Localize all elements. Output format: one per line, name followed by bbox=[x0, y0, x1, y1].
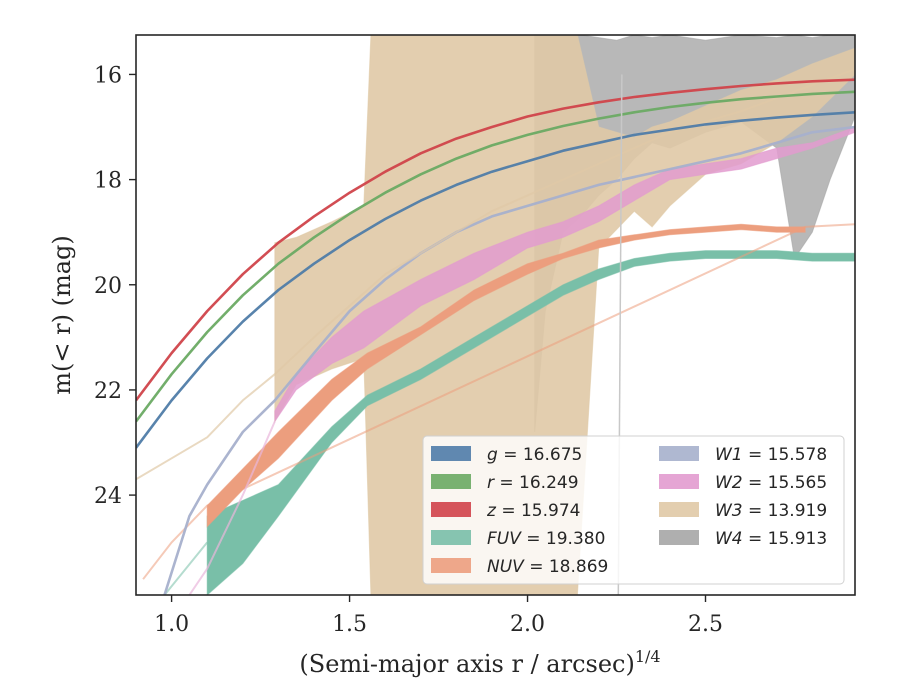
x-tick-label: 2.0 bbox=[510, 612, 545, 637]
y-tick-label: 20 bbox=[94, 274, 122, 299]
legend-label: W2 = 15.565 bbox=[715, 473, 827, 493]
x-axis: 1.0 1.5 2.0 2.5 bbox=[154, 595, 723, 637]
legend-label: FUV = 19.380 bbox=[487, 529, 605, 549]
legend-swatch bbox=[431, 502, 471, 517]
legend-swatch bbox=[659, 446, 699, 461]
band-w2 bbox=[274, 126, 855, 424]
legend-swatch bbox=[659, 502, 699, 517]
line-z bbox=[136, 78, 855, 402]
legend-label: g = 16.675 bbox=[487, 445, 582, 465]
y-tick-label: 22 bbox=[94, 379, 122, 404]
legend-swatch bbox=[431, 530, 471, 545]
y-tick-label: 18 bbox=[94, 169, 122, 194]
legend-swatch bbox=[659, 530, 699, 545]
y-axis: 16 18 20 22 24 bbox=[94, 63, 136, 509]
x-tick-label: 1.0 bbox=[154, 612, 189, 637]
x-axis-label-exponent: 1/4 bbox=[635, 647, 661, 666]
band-nuv bbox=[206, 223, 806, 528]
faint-line-nuv bbox=[142, 223, 855, 580]
legend-swatch bbox=[431, 446, 471, 461]
legend-label: NUV = 18.869 bbox=[487, 557, 608, 577]
line-r bbox=[136, 90, 855, 423]
legend-label: z = 15.974 bbox=[486, 501, 580, 521]
series-layer bbox=[136, 35, 855, 595]
x-axis-label-text: (Semi-major axis r / arcsec) bbox=[299, 650, 634, 678]
x-axis-label: (Semi-major axis r / arcsec)1/4 bbox=[299, 647, 660, 678]
y-tick-label: 24 bbox=[94, 484, 122, 509]
y-axis-label: m(< r) (mag) bbox=[48, 235, 76, 394]
line-w2-faint bbox=[188, 421, 276, 595]
legend-label: W4 = 15.913 bbox=[715, 529, 827, 549]
legend-box bbox=[422, 435, 845, 585]
x-tick-label: 1.5 bbox=[332, 612, 367, 637]
plot-frame bbox=[135, 34, 856, 596]
line-g bbox=[136, 111, 855, 449]
band-fuv bbox=[206, 250, 855, 595]
legend-swatch bbox=[659, 474, 699, 489]
legend-swatch bbox=[431, 474, 471, 489]
x-tick-label: 2.5 bbox=[688, 612, 723, 637]
legend-label: W3 = 13.919 bbox=[715, 501, 827, 521]
faint-line-fuv bbox=[163, 541, 208, 595]
legend: g = 16.675 r = 16.249 z = 15.974 FUV = 19.3… bbox=[422, 435, 845, 585]
legend-label: W1 = 15.578 bbox=[715, 445, 827, 465]
y-tick-label: 16 bbox=[94, 63, 122, 88]
legend-label: r = 16.249 bbox=[487, 473, 579, 493]
legend-swatch bbox=[431, 558, 471, 573]
